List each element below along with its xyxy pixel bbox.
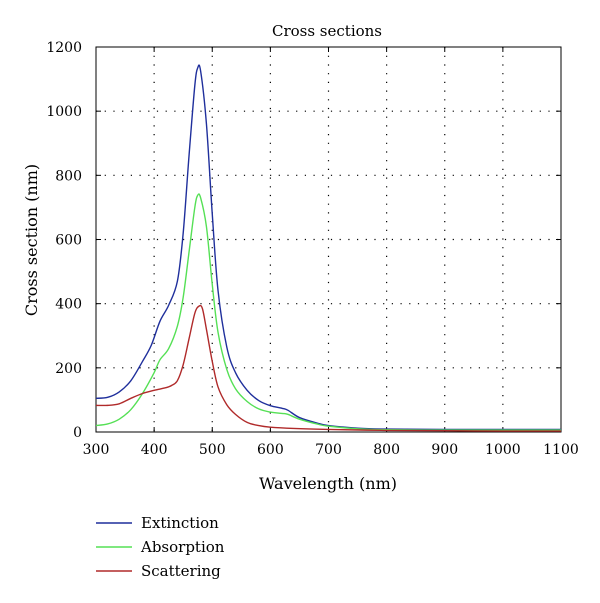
x-tick-label: 1000 xyxy=(485,442,521,458)
x-tick-label: 1100 xyxy=(543,442,579,458)
legend: Extinction Absorption Scattering xyxy=(96,514,225,580)
x-tick-label: 700 xyxy=(315,442,342,458)
x-tick-label: 500 xyxy=(199,442,226,458)
legend-label-extinction: Extinction xyxy=(141,514,219,532)
x-axis-label: Wavelength (nm) xyxy=(259,474,397,493)
x-tick-label: 400 xyxy=(141,442,168,458)
y-tick-label: 800 xyxy=(55,168,82,184)
y-tick-label: 1000 xyxy=(46,104,82,120)
series-line-scattering xyxy=(95,304,562,432)
series-line-absorption xyxy=(95,193,561,431)
x-tick-label: 600 xyxy=(257,442,284,458)
y-tick-label: 600 xyxy=(55,233,82,249)
y-axis-label: Cross section (nm) xyxy=(22,164,41,316)
grid-lines xyxy=(96,47,561,432)
y-tick-label: 1200 xyxy=(46,40,82,56)
y-tick-label: 200 xyxy=(55,361,82,377)
x-tick-label: 900 xyxy=(431,442,458,458)
y-tick-label: 0 xyxy=(73,425,82,441)
legend-label-absorption: Absorption xyxy=(140,538,225,556)
legend-label-scattering: Scattering xyxy=(141,562,221,580)
series-lines xyxy=(95,64,562,432)
axis-ticks: 300 400 500 600 700 800 900 1000 1100 0 200 400 600 8… xyxy=(46,40,578,458)
chart-title: Cross sections xyxy=(272,22,382,40)
x-tick-label: 300 xyxy=(83,442,110,458)
x-tick-label: 800 xyxy=(373,442,400,458)
y-tick-label: 400 xyxy=(55,297,82,313)
